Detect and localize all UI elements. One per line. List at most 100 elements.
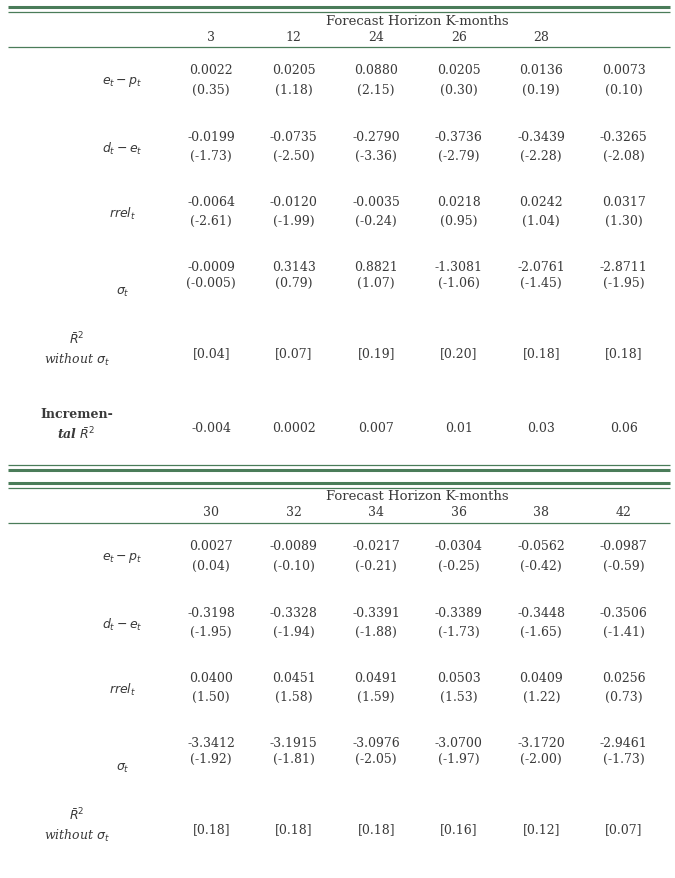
Text: 0.03: 0.03 (527, 422, 555, 435)
Text: -0.0217: -0.0217 (352, 539, 400, 552)
Text: -0.3506: -0.3506 (600, 607, 648, 619)
Text: tal $\bar{R}^2$: tal $\bar{R}^2$ (57, 426, 96, 443)
Text: $\bar{R}^2$: $\bar{R}^2$ (69, 331, 84, 348)
Text: 0.0073: 0.0073 (602, 64, 645, 77)
Text: (-1.97): (-1.97) (438, 752, 479, 765)
Text: without $\sigma_t$: without $\sigma_t$ (43, 827, 109, 844)
Text: 0.0027: 0.0027 (190, 539, 233, 552)
Text: -3.3412: -3.3412 (187, 737, 235, 750)
Text: -0.0120: -0.0120 (270, 196, 318, 209)
Text: (1.07): (1.07) (358, 277, 395, 290)
Text: 0.01: 0.01 (445, 422, 472, 435)
Text: 28: 28 (533, 31, 549, 43)
Text: (-2.00): (-2.00) (520, 752, 562, 765)
Text: (1.30): (1.30) (605, 214, 643, 227)
Text: (0.19): (0.19) (522, 83, 560, 97)
Text: (-2.79): (-2.79) (438, 149, 479, 162)
Text: 38: 38 (533, 506, 549, 519)
Text: 0.0451: 0.0451 (272, 671, 316, 684)
Text: -1.3081: -1.3081 (435, 261, 483, 274)
Text: Forecast Horizon K-months: Forecast Horizon K-months (326, 14, 509, 27)
Text: -3.0976: -3.0976 (352, 737, 400, 750)
Text: (1.18): (1.18) (275, 83, 313, 97)
Text: -0.0089: -0.0089 (270, 539, 318, 552)
Text: 0.0022: 0.0022 (190, 64, 233, 77)
Text: (-1.92): (-1.92) (190, 752, 232, 765)
Text: 32: 32 (286, 506, 302, 519)
Text: (-1.99): (-1.99) (273, 214, 315, 227)
Text: without $\sigma_t$: without $\sigma_t$ (43, 352, 109, 368)
Text: $e_t - p_t$: $e_t - p_t$ (102, 551, 142, 565)
Text: 0.0503: 0.0503 (437, 671, 481, 684)
Text: 42: 42 (616, 506, 632, 519)
Text: $e_t - p_t$: $e_t - p_t$ (102, 75, 142, 89)
Text: -0.0064: -0.0064 (187, 196, 236, 209)
Text: (-1.73): (-1.73) (603, 752, 645, 765)
Text: -0.0735: -0.0735 (270, 131, 318, 144)
Text: 0.0409: 0.0409 (519, 671, 563, 684)
Text: 0.0242: 0.0242 (520, 196, 563, 209)
Text: (0.79): (0.79) (275, 277, 313, 290)
Text: (1.22): (1.22) (522, 690, 560, 703)
Text: 0.0205: 0.0205 (272, 64, 315, 77)
Text: -3.0700: -3.0700 (435, 737, 483, 750)
Text: (-0.10): (-0.10) (273, 559, 315, 572)
Text: -2.0761: -2.0761 (517, 261, 565, 274)
Text: [0.20]: [0.20] (440, 347, 477, 360)
Text: 0.0218: 0.0218 (437, 196, 481, 209)
Text: 34: 34 (369, 506, 384, 519)
Text: (-1.88): (-1.88) (355, 625, 397, 638)
Text: -0.0562: -0.0562 (517, 539, 565, 552)
Text: -0.004: -0.004 (191, 422, 232, 435)
Text: $\bar{R}^2$: $\bar{R}^2$ (69, 807, 84, 823)
Text: (-0.42): (-0.42) (520, 559, 562, 572)
Text: (-1.94): (-1.94) (273, 625, 315, 638)
Text: (-0.21): (-0.21) (355, 559, 397, 572)
Text: -0.3391: -0.3391 (352, 607, 400, 619)
Text: (0.95): (0.95) (440, 214, 477, 227)
Text: [0.12]: [0.12] (522, 823, 560, 836)
Text: (-2.05): (-2.05) (356, 752, 397, 765)
Text: Incremen-: Incremen- (40, 408, 113, 421)
Text: 36: 36 (451, 506, 466, 519)
Text: -0.3328: -0.3328 (270, 607, 318, 619)
Text: 0.007: 0.007 (358, 422, 394, 435)
Text: 0.0400: 0.0400 (189, 671, 233, 684)
Text: -0.3439: -0.3439 (517, 131, 565, 144)
Text: 0.0880: 0.0880 (354, 64, 398, 77)
Text: $\sigma_t$: $\sigma_t$ (115, 761, 129, 774)
Text: (0.04): (0.04) (192, 559, 230, 572)
Text: -2.9461: -2.9461 (600, 737, 647, 750)
Text: (-1.41): (-1.41) (603, 625, 645, 638)
Text: -0.0304: -0.0304 (435, 539, 483, 552)
Text: (1.59): (1.59) (358, 690, 395, 703)
Text: 0.0205: 0.0205 (437, 64, 481, 77)
Text: -0.3736: -0.3736 (435, 131, 483, 144)
Text: (-0.25): (-0.25) (438, 559, 479, 572)
Text: 0.06: 0.06 (610, 422, 638, 435)
Text: [0.18]: [0.18] (275, 823, 313, 836)
Text: (-3.36): (-3.36) (355, 149, 397, 162)
Text: (1.50): (1.50) (192, 690, 230, 703)
Text: (-0.24): (-0.24) (355, 214, 397, 227)
Text: [0.16]: [0.16] (440, 823, 478, 836)
Text: 0.3143: 0.3143 (272, 261, 316, 274)
Text: (-2.28): (-2.28) (520, 149, 562, 162)
Text: [0.18]: [0.18] (605, 347, 643, 360)
Text: 30: 30 (203, 506, 219, 519)
Text: 0.0491: 0.0491 (354, 671, 398, 684)
Text: [0.04]: [0.04] (192, 347, 230, 360)
Text: 26: 26 (451, 31, 466, 43)
Text: (-1.65): (-1.65) (520, 625, 562, 638)
Text: 3: 3 (207, 31, 215, 43)
Text: $\sigma_t$: $\sigma_t$ (115, 285, 129, 299)
Text: -2.8711: -2.8711 (600, 261, 647, 274)
Text: (1.53): (1.53) (440, 690, 478, 703)
Text: 0.0002: 0.0002 (272, 422, 316, 435)
Text: $rrel_t$: $rrel_t$ (109, 205, 136, 221)
Text: $rrel_t$: $rrel_t$ (109, 680, 136, 697)
Text: -0.0009: -0.0009 (187, 261, 235, 274)
Text: (-0.59): (-0.59) (603, 559, 645, 572)
Text: -0.0199: -0.0199 (188, 131, 235, 144)
Text: (1.04): (1.04) (522, 214, 560, 227)
